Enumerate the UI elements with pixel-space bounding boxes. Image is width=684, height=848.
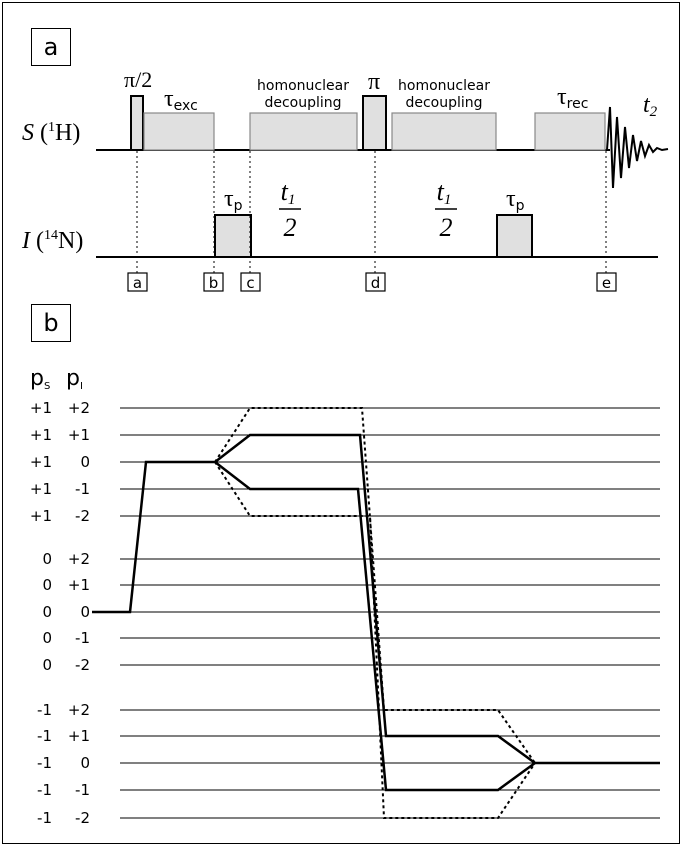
tau-p-pulse-1 [214, 214, 252, 258]
level-pi-label: 0 [80, 603, 90, 621]
level-ps-label: -1 [37, 809, 52, 827]
coherence-levels: +1 +2 +1 +1 +1 0 +1 -1 +1 -2 0 +2 0 +1 0 0 0 -1 0 -2 -1 +2 -1 +… [30, 399, 660, 827]
pathway-solid-main [92, 460, 215, 614]
level-ps-label: +1 [30, 399, 52, 417]
level-ps-label: -1 [37, 754, 52, 772]
coherence-header: pS pI [30, 366, 83, 392]
level-pi-label: 0 [80, 453, 90, 471]
tau-exc-block [143, 112, 215, 151]
level-pi-label: -1 [75, 629, 90, 647]
homonuclear-1-label-line2: decoupling [264, 95, 341, 111]
svg-text:2: 2 [440, 213, 453, 242]
tau-p-label-2: τp [506, 186, 525, 214]
level-pi-label: 0 [80, 754, 90, 772]
level-ps-label: +1 [30, 453, 52, 471]
svg-text:a: a [133, 274, 142, 292]
level-pi-label: +1 [68, 727, 90, 745]
pathway-solid-lower [214, 461, 660, 792]
t2-label: t2 [643, 92, 658, 120]
tau-rec-label: τrec [557, 84, 588, 112]
timepoint-e-box: e [596, 272, 617, 292]
panel-b-label: b [31, 304, 71, 342]
level-pi-label: +2 [68, 550, 90, 568]
pi-half-label: π/2 [124, 67, 152, 92]
svg-text:e: e [602, 274, 611, 292]
homonuclear-decoupling-block-2 [391, 112, 497, 151]
level-pi-label: -2 [75, 656, 90, 674]
level-ps-label: 0 [42, 603, 52, 621]
timepoint-d-box: d [365, 272, 386, 292]
pi-pulse [362, 95, 387, 151]
tau-p-pulse-2 [496, 214, 533, 258]
level-ps-label: -1 [37, 727, 52, 745]
tau-exc-label: τexc [164, 86, 198, 114]
tau-rec-block [534, 112, 606, 151]
level-pi-label: -1 [75, 781, 90, 799]
svg-text:pS: pS [30, 366, 50, 392]
homonuclear-decoupling-block-1 [249, 112, 358, 151]
pathway-solid-upper [214, 433, 536, 765]
level-ps-label: -1 [37, 781, 52, 799]
level-pi-label: +2 [68, 399, 90, 417]
svg-text:t1: t1 [281, 177, 296, 208]
svg-text:t1: t1 [437, 177, 452, 208]
level-pi-label: -1 [75, 480, 90, 498]
timepoint-a-box: a [127, 272, 148, 292]
timepoint-c-box: c [240, 272, 261, 292]
level-ps-label: +1 [30, 480, 52, 498]
level-ps-label: 0 [42, 550, 52, 568]
level-ps-label: 0 [42, 629, 52, 647]
level-ps-label: 0 [42, 656, 52, 674]
t1-half-fraction-1: t1 2 [279, 177, 301, 242]
s-channel-label: S (1H) [22, 120, 80, 146]
fid-signal [606, 106, 669, 189]
level-pi-label: -2 [75, 507, 90, 525]
tau-p-label-1: τp [224, 186, 243, 214]
svg-text:2: 2 [284, 213, 297, 242]
svg-text:d: d [371, 274, 381, 292]
pi-label: π [368, 69, 380, 95]
level-pi-label: +1 [68, 426, 90, 444]
level-pi-label: +2 [68, 701, 90, 719]
timepoint-b-box: b [203, 272, 224, 292]
pi-half-pulse [130, 95, 144, 151]
pathway-dotted-lower [214, 461, 536, 819]
svg-text:b: b [209, 274, 219, 292]
i-channel-label: I (14N) [21, 228, 83, 254]
level-ps-label: +1 [30, 426, 52, 444]
panel-a-label: a [31, 28, 71, 66]
svg-text:c: c [246, 274, 254, 292]
t1-half-fraction-2: t1 2 [435, 177, 457, 242]
level-pi-label: +1 [68, 576, 90, 594]
level-pi-label: -2 [75, 809, 90, 827]
level-ps-label: -1 [37, 701, 52, 719]
homonuclear-2-label-line2: decoupling [405, 95, 482, 111]
homonuclear-1-label-line1: homonuclear [257, 78, 349, 94]
svg-text:pI: pI [66, 366, 83, 392]
level-ps-label: +1 [30, 507, 52, 525]
level-ps-label: 0 [42, 576, 52, 594]
homonuclear-2-label-line1: homonuclear [398, 78, 490, 94]
